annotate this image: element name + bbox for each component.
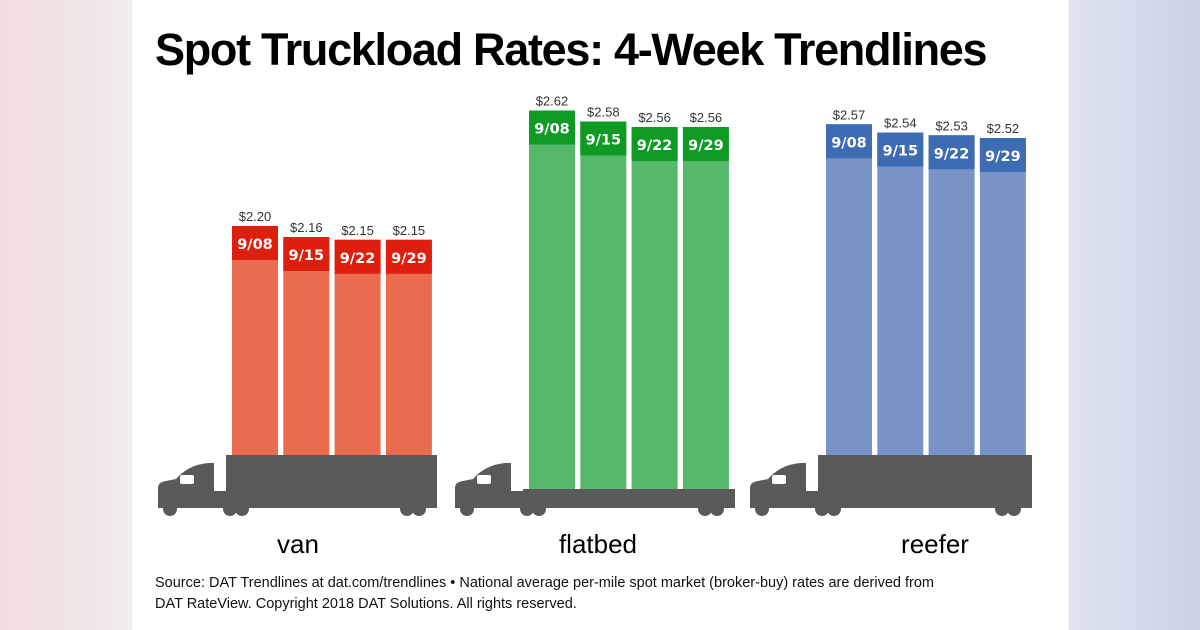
bar-reefer-9/29 — [979, 138, 1026, 455]
wheel-icon — [520, 502, 534, 516]
value-label: $2.53 — [935, 118, 968, 133]
flatbed-deck — [523, 489, 735, 499]
bar-reefer-9/22 — [928, 135, 975, 455]
chassis — [214, 499, 437, 508]
value-label: $2.62 — [536, 94, 569, 109]
cab-icon — [455, 463, 523, 508]
value-label: $2.52 — [987, 121, 1020, 136]
wheel-icon — [710, 502, 724, 516]
date-label: 9/29 — [688, 138, 724, 154]
cab-icon — [158, 463, 226, 508]
bar-reefer-9/08 — [826, 124, 872, 455]
bar-van-9/29 — [385, 239, 432, 455]
date-label: 9/22 — [934, 146, 970, 162]
category-label-reefer: reefer — [901, 529, 969, 559]
truck-icon — [455, 463, 735, 516]
wheel-icon — [827, 502, 841, 516]
bar-group-van: 9/08 $2.20 9/15 $2.16 9/22 $2.15 9/29 $2.15 van — [158, 209, 437, 559]
value-label: $2.54 — [884, 116, 917, 131]
category-label-van: van — [277, 529, 319, 559]
wheel-icon — [163, 502, 177, 516]
bar-header-van-9/15 — [283, 237, 330, 271]
bar-header-flatbed-9/08 — [529, 110, 575, 145]
value-label: $2.16 — [290, 220, 323, 235]
bar-header-reefer-9/08 — [826, 124, 872, 159]
wheel-icon — [400, 502, 414, 516]
cab-window — [772, 475, 786, 484]
date-label: 9/08 — [534, 122, 570, 138]
chart-title: Spot Truckload Rates: 4-Week Trendlines — [155, 24, 988, 75]
date-label: 9/15 — [586, 133, 622, 149]
value-label: $2.58 — [587, 105, 620, 120]
chassis — [806, 499, 1032, 508]
value-label: $2.56 — [690, 110, 723, 125]
trailer-box — [818, 455, 1032, 505]
date-label: 9/08 — [831, 135, 867, 151]
wheel-icon — [995, 502, 1009, 516]
bar-reefer-9/15 — [877, 132, 924, 455]
wheel-icon — [698, 502, 712, 516]
bar-van-9/08 — [232, 226, 278, 455]
wheel-icon — [815, 502, 829, 516]
wheel-icon — [235, 502, 249, 516]
footer-line-2: DAT RateView. Copyright 2018 DAT Solutio… — [155, 596, 577, 612]
truck-icon — [750, 455, 1032, 516]
date-label: 9/15 — [289, 248, 325, 264]
bar-header-van-9/08 — [232, 226, 278, 260]
bar-group-flatbed: 9/08 $2.62 9/15 $2.58 9/22 $2.56 9/29 $2.56 flat… — [455, 94, 735, 559]
bar-header-reefer-9/22 — [928, 135, 975, 170]
date-label: 9/29 — [985, 149, 1021, 165]
wheel-icon — [532, 502, 546, 516]
bar-header-reefer-9/29 — [979, 138, 1026, 172]
date-label: 9/15 — [883, 144, 919, 160]
value-label: $2.15 — [341, 223, 374, 238]
category-label-flatbed: flatbed — [559, 529, 637, 559]
footer-line-1: Source: DAT Trendlines at dat.com/trendl… — [155, 575, 935, 591]
bar-van-9/22 — [334, 239, 381, 455]
bar-header-reefer-9/15 — [877, 132, 924, 167]
value-label: $2.56 — [638, 110, 671, 125]
wheel-icon — [755, 502, 769, 516]
bar-flatbed-9/29 — [682, 127, 729, 490]
bar-header-van-9/22 — [334, 239, 381, 274]
cab-window — [180, 475, 194, 484]
date-label: 9/29 — [391, 251, 427, 267]
bar-group-reefer: 9/08 $2.57 9/15 $2.54 9/22 $2.53 9/29 $2.52 reef… — [750, 107, 1032, 559]
wheel-icon — [223, 502, 237, 516]
cab-window — [477, 475, 491, 484]
date-label: 9/22 — [340, 251, 376, 267]
wheel-icon — [1007, 502, 1021, 516]
bar-van-9/15 — [283, 237, 330, 455]
source-footer: Source: DAT Trendlines at dat.com/trendl… — [155, 573, 1025, 615]
chassis — [511, 499, 735, 508]
bar-header-flatbed-9/29 — [682, 127, 729, 161]
bar-flatbed-9/08 — [529, 110, 575, 490]
value-label: $2.57 — [833, 107, 866, 122]
value-label: $2.15 — [393, 223, 426, 238]
cab-icon — [750, 463, 818, 508]
date-label: 9/22 — [637, 138, 673, 154]
bar-header-van-9/29 — [385, 239, 432, 274]
bar-flatbed-9/15 — [580, 121, 627, 490]
bar-header-flatbed-9/22 — [631, 127, 678, 161]
value-label: $2.20 — [239, 209, 272, 224]
bar-flatbed-9/22 — [631, 127, 678, 490]
wheel-icon — [460, 502, 474, 516]
bar-header-flatbed-9/15 — [580, 121, 627, 156]
wheel-icon — [412, 502, 426, 516]
truck-icon — [158, 455, 437, 516]
date-label: 9/08 — [237, 237, 273, 253]
trailer-box — [226, 455, 437, 505]
